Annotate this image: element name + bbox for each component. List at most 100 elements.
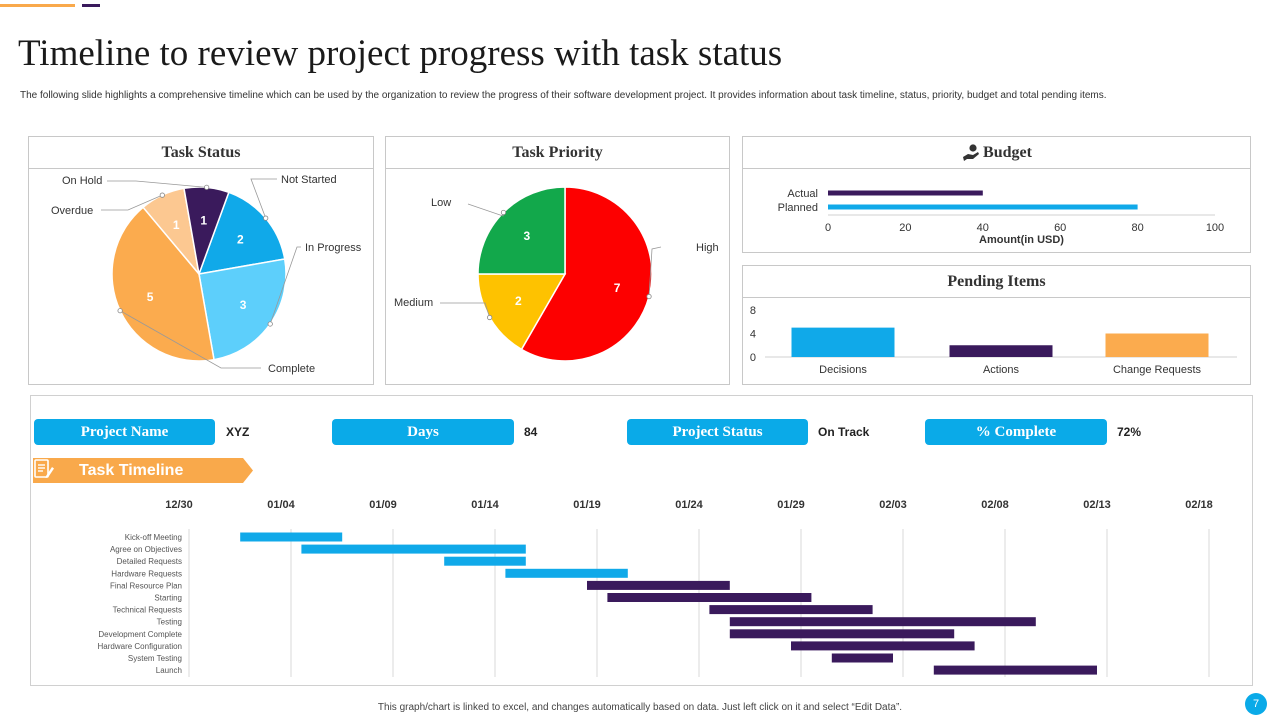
page-subtitle: The following slide highlights a compreh… (20, 90, 1107, 101)
pie-value-complete: 5 (147, 290, 154, 304)
task-priority-panel: Task Priority 7 High 2 Medium 3 Low (385, 136, 730, 385)
project-status-value: On Track (818, 425, 870, 439)
pie-label-medium: Medium (394, 297, 433, 309)
pending-category-change-requests: Change Requests (1113, 364, 1202, 376)
page-title: Timeline to review project progress with… (18, 33, 783, 74)
percent-complete-value: 72% (1117, 425, 1142, 439)
timeline-task-bar-development-complete (729, 629, 955, 639)
budget-x-tick-0: 0 (825, 222, 831, 234)
timeline-task-label-testing: Testing (157, 618, 182, 627)
timeline-x-tick-12-30: 12/30 (165, 499, 193, 511)
project-name-label: Project Name (34, 419, 215, 445)
pending-category-actions: Actions (983, 364, 1020, 376)
timeline-task-label-system-testing: System Testing (128, 654, 182, 663)
task-timeline-gantt-chart: 12/30 01/04 01/09 01/14 01/19 01/24 01/29 02/03… (98, 499, 1213, 677)
timeline-x-tick-01-09: 01/09 (369, 499, 397, 511)
timeline-task-bar-kick-off-meeting (240, 532, 343, 542)
pending-y-tick-0: 0 (750, 352, 756, 364)
pending-items-bar-chart: 0 4 8 Decisions Actions Change Requests (750, 305, 1237, 376)
pie-value-overdue: 1 (173, 218, 180, 232)
timeline-panel: Project Name XYZ Days 84 Project Status … (30, 395, 1253, 686)
accent-bar-orange (0, 4, 75, 7)
timeline-x-tick-02-13: 02/13 (1083, 499, 1111, 511)
pie-leader-line-low (467, 203, 504, 217)
budget-panel: Budget Actual Planned 0 20 40 60 80 100 Amount(i… (742, 136, 1251, 253)
pie-leader-dot-not-started (263, 215, 269, 221)
document-pencil-icon (34, 459, 54, 478)
task-timeline-title: Task Timeline (79, 462, 184, 479)
project-name-value: XYZ (226, 425, 250, 439)
pie-leader-line-in-progress (269, 246, 301, 325)
pie-label-low: Low (431, 197, 451, 209)
timeline-task-label-starting: Starting (154, 594, 182, 603)
pie-label-on-hold: On Hold (62, 175, 102, 187)
timeline-task-label-launch: Launch (156, 666, 182, 675)
timeline-task-label-kick-off-meeting: Kick-off Meeting (125, 533, 182, 542)
days-label: Days (332, 419, 514, 445)
money-hand-icon (963, 143, 980, 161)
timeline-task-bar-testing (729, 617, 1036, 627)
timeline-task-label-final-resource-plan: Final Resource Plan (110, 581, 182, 590)
budget-x-tick-40: 40 (977, 222, 989, 234)
budget-bar-planned (828, 204, 1138, 210)
timeline-task-label-detailed-requests: Detailed Requests (117, 557, 182, 566)
pie-leader-dot-on-hold (204, 184, 210, 190)
pie-leader-dot-low (500, 209, 507, 216)
timeline-task-bar-hardware-configuration (791, 641, 975, 651)
pie-label-complete: Complete (268, 363, 315, 375)
task-priority-title: Task Priority (386, 137, 729, 169)
percent-complete-label: % Complete (925, 419, 1107, 445)
pie-value-high: 7 (614, 281, 621, 295)
pie-value-on-hold: 1 (200, 213, 207, 227)
timeline-task-label-development-complete: Development Complete (98, 630, 182, 639)
days-value: 84 (524, 425, 538, 439)
pie-label-not-started: Not Started (281, 174, 337, 186)
pie-label-high: High (696, 242, 719, 254)
budget-header: Budget (743, 137, 1250, 169)
budget-category-actual: Actual (787, 188, 818, 200)
pie-leader-line-high (648, 246, 662, 297)
budget-x-tick-20: 20 (899, 222, 911, 234)
timeline-x-tick-01-14: 01/14 (471, 499, 499, 511)
pending-category-decisions: Decisions (819, 364, 867, 376)
pie-leader-dot-complete (117, 308, 123, 314)
budget-bar-chart: Actual Planned 0 20 40 60 80 100 Amount(in USD) (778, 188, 1225, 246)
pie-value-not-started: 2 (237, 232, 244, 246)
pie-value-low: 3 (524, 229, 531, 243)
budget-x-tick-80: 80 (1131, 222, 1143, 234)
pie-leader-line-medium (440, 302, 491, 318)
task-status-title: Task Status (29, 137, 373, 169)
timeline-task-bar-agree-on-objectives (301, 544, 526, 554)
pie-label-overdue: Overdue (51, 205, 93, 217)
task-status-panel: Task Status 2 Not Started 3 In Progress 5 Com… (28, 136, 374, 385)
pie-value-medium: 2 (515, 294, 522, 308)
pie-value-in-progress: 3 (240, 298, 247, 312)
pending-items-title: Pending Items (743, 266, 1250, 298)
timeline-task-label-hardware-configuration: Hardware Configuration (98, 642, 183, 651)
task-priority-pie-chart: 7 High 2 Medium 3 Low (394, 186, 719, 362)
timeline-x-tick-02-08: 02/08 (981, 499, 1009, 511)
pie-slice-low (477, 186, 566, 275)
budget-title: Budget (983, 143, 1032, 161)
pending-bar-change-requests (1105, 333, 1209, 357)
timeline-x-tick-01-19: 01/19 (573, 499, 601, 511)
pending-y-tick-4: 4 (750, 329, 756, 341)
budget-x-tick-60: 60 (1054, 222, 1066, 234)
timeline-x-tick-02-18: 02/18 (1185, 499, 1213, 511)
task-status-pie-chart: 2 Not Started 3 In Progress 5 Complete 1 Overdu… (51, 174, 362, 375)
timeline-task-bar-starting (607, 593, 812, 602)
pending-bar-actions (949, 345, 1053, 357)
timeline-x-tick-01-29: 01/29 (777, 499, 805, 511)
task-timeline-banner: Task Timeline (33, 458, 253, 483)
pending-y-tick-8: 8 (750, 305, 756, 317)
timeline-task-bar-technical-requests (709, 605, 873, 615)
timeline-task-bar-system-testing (831, 653, 893, 663)
timeline-x-tick-02-03: 02/03 (879, 499, 907, 511)
timeline-task-label-hardware-requests: Hardware Requests (111, 569, 182, 578)
pie-leader-line-not-started (250, 178, 277, 219)
accent-bar-purple (82, 4, 100, 7)
pie-label-in-progress: In Progress (305, 242, 362, 254)
timeline-task-bar-hardware-requests (505, 568, 628, 578)
timeline-task-bar-final-resource-plan (587, 580, 730, 590)
pie-leader-line-overdue (101, 194, 163, 211)
